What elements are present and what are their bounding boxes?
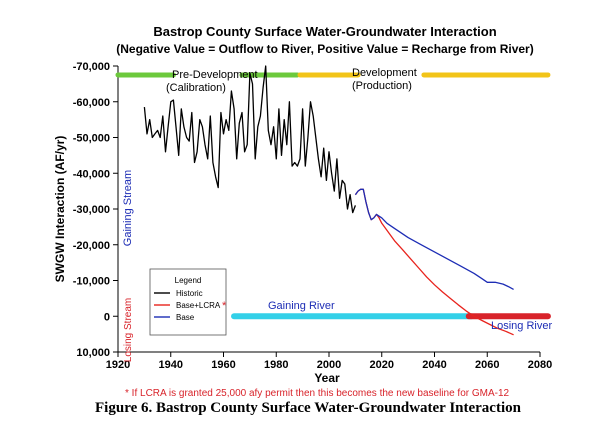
x-tick-label: 1920 [106, 359, 130, 371]
pre-development-sublabel: (Calibration) [166, 82, 226, 94]
y-tick-label: -60,000 [73, 97, 110, 109]
y-tick-label: -20,000 [73, 240, 110, 252]
chart-subtitle: (Negative Value = Outflow to River, Posi… [116, 42, 533, 56]
y-tick-label: -50,000 [73, 133, 110, 145]
legend-label: Base+LCRA [176, 301, 221, 310]
x-tick-label: 1940 [159, 359, 183, 371]
development-sublabel: (Production) [352, 80, 412, 92]
y-tick-label: -40,000 [73, 168, 110, 180]
x-axis-title: Year [314, 371, 340, 385]
y-tick-label: -30,000 [73, 204, 110, 216]
gaining-river-label: Gaining River [268, 300, 335, 312]
development-label: Development [352, 67, 417, 79]
legend-asterisk: * [222, 300, 227, 312]
legend-title: Legend [175, 276, 202, 285]
losing-river-label: Losing River [491, 320, 552, 332]
x-tick-label: 1960 [211, 359, 235, 371]
chart-title: Bastrop County Surface Water-Groundwater… [153, 24, 496, 39]
plot-area: 1920 1940 1960 1980 2000 2020 2040 2060 2080 -70,… [53, 61, 552, 399]
x-tick-label: 2080 [528, 359, 552, 371]
gaining-stream-label: Gaining Stream [122, 170, 134, 246]
losing-stream-label: Losing Stream [123, 298, 134, 362]
y-tick-label: 10,000 [76, 347, 110, 359]
legend-label: Base [176, 313, 195, 322]
figure-caption: Figure 6. Bastrop County Surface Water-G… [95, 400, 521, 416]
y-tick-label: -70,000 [73, 61, 110, 73]
series-line-base [354, 188, 514, 290]
y-tick-label: 0 [104, 311, 110, 323]
x-tick-label: 2060 [475, 359, 499, 371]
legend-box [149, 268, 227, 336]
x-tick-label: 2000 [317, 359, 341, 371]
pre-development-label: Pre-Development [172, 69, 258, 81]
series-line-historic [143, 65, 357, 214]
x-tick-label: 2040 [422, 359, 446, 371]
legend-label: Historic [176, 289, 203, 298]
y-tick-label: -10,000 [73, 276, 110, 288]
y-axis-title: SWGW Interaction (AF/yr) [53, 136, 67, 283]
footnote: * If LCRA is granted 25,000 afy permit t… [125, 388, 510, 399]
x-tick-label: 2020 [370, 359, 394, 371]
series-line-base-lcra [354, 188, 514, 336]
x-tick-label: 1980 [264, 359, 288, 371]
